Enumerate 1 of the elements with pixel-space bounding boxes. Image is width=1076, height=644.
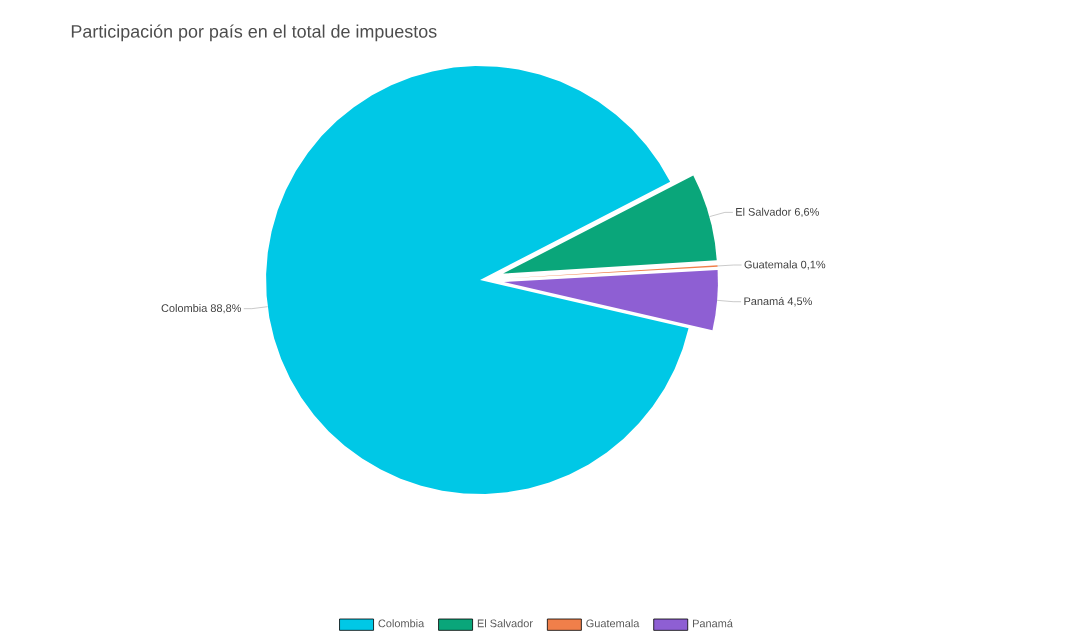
chart-title: Participación por país en el total de impuestos <box>71 24 437 42</box>
